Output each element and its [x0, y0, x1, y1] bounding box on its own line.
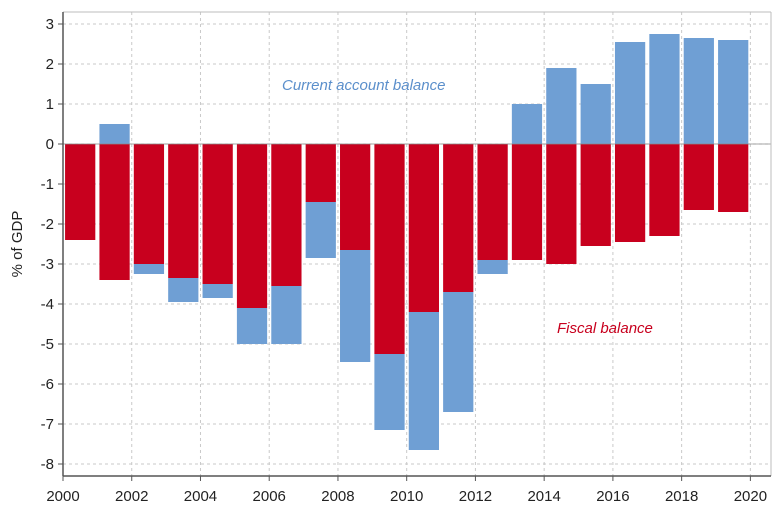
- bar-current-account-balance-2003: [168, 278, 199, 302]
- bar-current-account-balance-2008: [340, 250, 371, 362]
- bar-fiscal-balance-2012: [477, 144, 508, 260]
- x-tick-label: 2010: [390, 488, 423, 505]
- x-tick-label: 2016: [596, 488, 629, 505]
- bar-fiscal-balance-2002: [133, 144, 165, 264]
- bar-fiscal-balance-2015: [580, 144, 611, 246]
- bar-current-account-balance-2013: [511, 104, 543, 144]
- annotation-current-account: Current account balance: [282, 77, 445, 94]
- bar-fiscal-balance-2009: [374, 144, 405, 354]
- bar-current-account-balance-2012: [477, 260, 508, 274]
- bar-fiscal-balance-2014: [546, 144, 577, 264]
- bars: [63, 34, 771, 450]
- x-tick-label: 2008: [321, 488, 354, 505]
- bar-fiscal-balance-2004: [202, 144, 233, 284]
- y-tick-label: -7: [41, 416, 54, 433]
- y-tick-label: 2: [46, 56, 54, 73]
- y-tick-label: -4: [41, 296, 54, 313]
- bar-current-account-balance-2001: [99, 124, 130, 144]
- bar-fiscal-balance-2018: [683, 144, 714, 210]
- bar-fiscal-balance-2008: [340, 144, 371, 250]
- bar-fiscal-balance-2007: [305, 144, 336, 202]
- x-tick-label: 2020: [734, 488, 767, 505]
- bar-fiscal-balance-2006: [271, 144, 302, 286]
- bar-fiscal-balance-2016: [614, 144, 646, 242]
- bar-current-account-balance-2016: [614, 42, 646, 144]
- bar-fiscal-balance-2013: [511, 144, 543, 260]
- bar-current-account-balance-2017: [649, 34, 680, 144]
- y-tick-labels: 3 2 1 0 -1 -2 -3 -4 -5 -6 -7 -8: [41, 16, 63, 473]
- bar-current-account-balance-2009: [374, 354, 405, 430]
- x-tick-label: 2006: [253, 488, 286, 505]
- bar-fiscal-balance-2010: [408, 144, 439, 312]
- axes: [62, 11, 772, 477]
- y-tick-label: -1: [41, 176, 54, 193]
- bar-fiscal-balance-2017: [649, 144, 680, 236]
- bar-current-account-balance-2010: [408, 312, 439, 450]
- x-tick-label: 2004: [184, 488, 217, 505]
- y-axis-title: % of GDP: [9, 211, 26, 278]
- y-tick-label: 0: [46, 136, 54, 153]
- bar-current-account-balance-2004: [202, 284, 233, 298]
- bar-fiscal-balance-2001: [99, 144, 130, 280]
- x-tick-labels: 2000 2002 2004 2006 2008 2010 2012 2014 2016 2018…: [46, 476, 767, 505]
- y-tick-label: -8: [41, 456, 54, 473]
- y-tick-label: -5: [41, 336, 54, 353]
- bar-current-account-balance-2005: [236, 308, 268, 344]
- bar-fiscal-balance-2005: [236, 144, 268, 308]
- bar-current-account-balance-2011: [443, 292, 474, 412]
- bar-fiscal-balance-2003: [168, 144, 199, 278]
- bar-current-account-balance-2019: [718, 40, 749, 144]
- y-tick-label: 1: [46, 96, 54, 113]
- bar-current-account-balance-2002: [133, 264, 165, 274]
- y-tick-label: -6: [41, 376, 54, 393]
- x-tick-label: 2000: [46, 488, 79, 505]
- bar-current-account-balance-2018: [683, 38, 714, 144]
- x-tick-label: 2002: [115, 488, 148, 505]
- bar-current-account-balance-2015: [580, 84, 611, 144]
- x-tick-label: 2018: [665, 488, 698, 505]
- x-tick-label: 2012: [459, 488, 492, 505]
- annotation-fiscal-balance: Fiscal balance: [557, 320, 653, 337]
- bar-fiscal-balance-2019: [718, 144, 749, 212]
- x-tick-label: 2014: [527, 488, 560, 505]
- y-tick-label: -3: [41, 256, 54, 273]
- bar-fiscal-balance-2011: [443, 144, 474, 292]
- y-tick-label: 3: [46, 16, 54, 33]
- y-tick-label: -2: [41, 216, 54, 233]
- bar-current-account-balance-2007: [305, 202, 336, 258]
- bar-current-account-balance-2006: [271, 286, 302, 344]
- bar-current-account-balance-2014: [546, 68, 577, 144]
- bar-fiscal-balance-2000: [65, 144, 96, 240]
